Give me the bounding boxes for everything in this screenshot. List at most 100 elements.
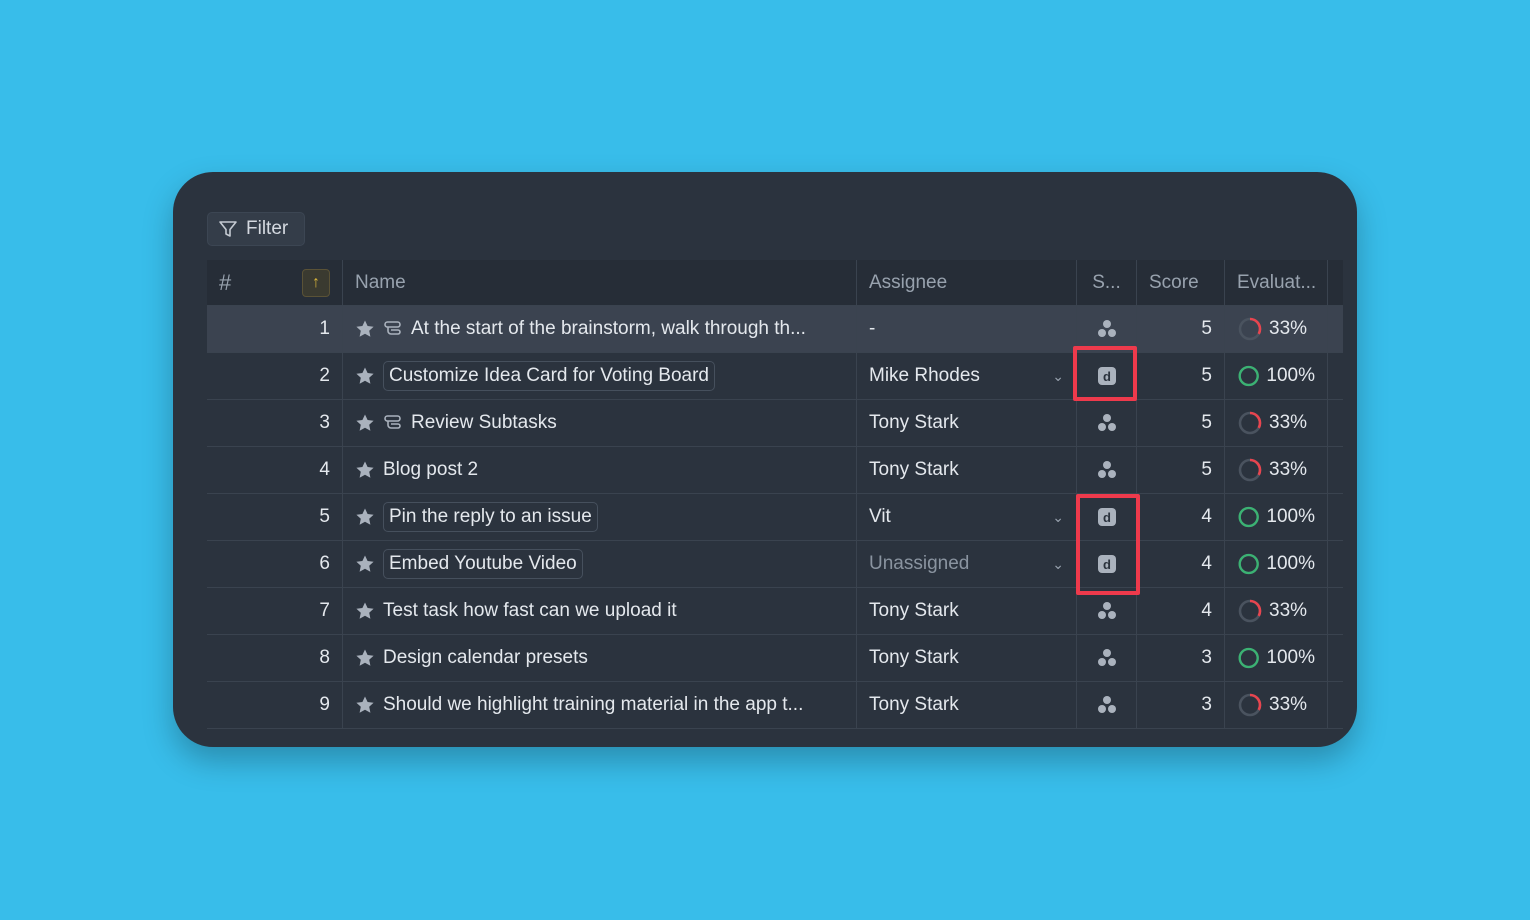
assignee-cell[interactable]: Mike Rhodes ⌄ [857,353,1077,399]
evaluation-value: 100% [1266,365,1315,386]
star-icon[interactable] [355,554,375,574]
name-cell[interactable]: Design calendar presets [343,635,857,681]
star-icon[interactable] [355,601,375,621]
header-name[interactable]: Name [343,260,857,305]
table-row[interactable]: 6 Embed Youtube Video Unassigned ⌄ d 4 10… [207,541,1343,588]
row-number-label: 9 [319,694,330,715]
table-row[interactable]: 5 Pin the reply to an issue Vit ⌄ d 4 100… [207,494,1343,541]
progress-ring [1238,553,1259,575]
task-name[interactable]: Should we highlight training material in… [383,694,804,715]
name-cell[interactable]: Review Subtasks [343,400,857,446]
status-cell[interactable] [1077,635,1137,681]
score-value: 5 [1201,318,1212,339]
row-number-label: 5 [319,506,330,527]
star-icon[interactable] [355,366,375,386]
table-row[interactable]: 1 At the start of the brainstorm, walk t… [207,306,1343,353]
table-row[interactable]: 3 Review Subtasks Tony Stark 5 33% [207,400,1343,447]
progress-ring [1238,411,1262,435]
assignee-cell[interactable]: Tony Stark [857,400,1077,446]
table-row[interactable]: 8 Design calendar presets Tony Stark 3 1… [207,635,1343,682]
star-icon[interactable] [355,695,375,715]
task-name[interactable]: Test task how fast can we upload it [383,600,677,621]
highlight-box [1073,346,1137,401]
progress-ring [1238,458,1262,482]
extra-cell [1328,400,1343,446]
header-num[interactable]: # ↑ [207,260,343,305]
task-name[interactable]: Embed Youtube Video [383,549,583,579]
star-icon[interactable] [355,648,375,668]
name-cell[interactable]: Test task how fast can we upload it [343,588,857,634]
subtasks-icon [384,415,401,429]
evaluation-cell: 100% [1225,494,1328,540]
header-name-label: Name [355,271,406,293]
status-cell[interactable] [1077,682,1137,728]
assignee-name: Tony Stark [869,459,959,480]
star-icon[interactable] [355,413,375,433]
data-table: # ↑ Name Assignee S... Score Evaluat... 1… [207,260,1343,729]
assignee-name: Vit [869,506,891,527]
chevron-down-icon[interactable]: ⌄ [1052,367,1064,384]
d-badge-icon: d [1097,367,1116,385]
status-cell[interactable] [1077,306,1137,352]
name-cell[interactable]: At the start of the brainstorm, walk thr… [343,306,857,352]
assignee-name: Tony Stark [869,600,959,621]
extra-cell [1328,494,1343,540]
progress-ring [1238,317,1262,341]
table-row[interactable]: 4 Blog post 2 Tony Stark 5 33% [207,447,1343,494]
filter-button[interactable]: Filter [207,212,305,246]
header-assignee-label: Assignee [869,271,948,293]
chevron-down-icon[interactable]: ⌄ [1052,508,1064,525]
header-assignee[interactable]: Assignee [857,260,1077,305]
assignee-name: - [869,318,876,339]
extra-cell [1328,635,1343,681]
sort-ascending-icon[interactable]: ↑ [302,268,330,297]
status-cell[interactable] [1077,400,1137,446]
progress-ring [1238,693,1262,717]
assignee-name: Unassigned [869,553,970,574]
assignee-name: Mike Rhodes [869,365,980,386]
table-row[interactable]: 2 Customize Idea Card for Voting Board M… [207,353,1343,400]
extra-cell [1328,588,1343,634]
header-status[interactable]: S... [1077,260,1137,305]
star-icon[interactable] [355,319,375,339]
table-row[interactable]: 7 Test task how fast can we upload it To… [207,588,1343,635]
assignee-cell[interactable]: Unassigned ⌄ [857,541,1077,587]
star-icon[interactable] [355,460,375,480]
name-cell[interactable]: Blog post 2 [343,447,857,493]
assignee-cell[interactable]: - [857,306,1077,352]
task-name[interactable]: Review Subtasks [411,412,557,433]
row-number: 8 [207,635,343,681]
score-cell: 5 [1137,306,1225,352]
extra-cell [1328,306,1343,352]
task-name[interactable]: Pin the reply to an issue [383,502,598,532]
header-score[interactable]: Score [1137,260,1225,305]
header-evaluation[interactable]: Evaluat... [1225,260,1328,305]
table-header: # ↑ Name Assignee S... Score Evaluat... [207,260,1343,306]
extra-cell [1328,541,1343,587]
name-cell[interactable]: Embed Youtube Video [343,541,857,587]
table-row[interactable]: 9 Should we highlight training material … [207,682,1343,729]
task-name[interactable]: Blog post 2 [383,459,479,480]
evaluation-cell: 33% [1225,306,1328,352]
assignee-cell[interactable]: Tony Stark [857,588,1077,634]
task-name[interactable]: Customize Idea Card for Voting Board [383,361,716,391]
table-card: Filter # ↑ Name Assignee S... Score Evalu… [173,172,1357,747]
task-name[interactable]: Design calendar presets [383,647,588,668]
filter-icon [219,221,237,237]
row-number: 1 [207,306,343,352]
name-cell[interactable]: Customize Idea Card for Voting Board [343,353,857,399]
assignee-cell[interactable]: Tony Stark [857,635,1077,681]
name-cell[interactable]: Pin the reply to an issue [343,494,857,540]
status-cell[interactable] [1077,588,1137,634]
chevron-down-icon[interactable]: ⌄ [1052,555,1064,572]
name-cell[interactable]: Should we highlight training material in… [343,682,857,728]
row-number: 3 [207,400,343,446]
assignee-cell[interactable]: Tony Stark [857,447,1077,493]
progress-ring [1238,599,1262,623]
row-number-label: 1 [319,318,330,339]
task-name[interactable]: At the start of the brainstorm, walk thr… [411,318,806,339]
assignee-cell[interactable]: Vit ⌄ [857,494,1077,540]
star-icon[interactable] [355,507,375,527]
status-cell[interactable] [1077,447,1137,493]
assignee-cell[interactable]: Tony Stark [857,682,1077,728]
